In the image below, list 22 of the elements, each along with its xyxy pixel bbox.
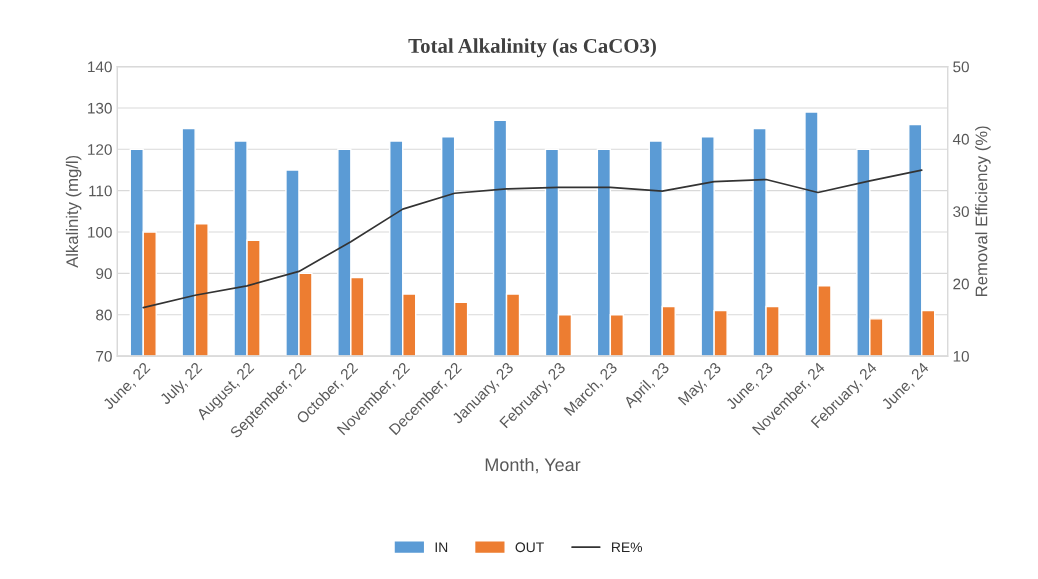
y-tick-label: 130 [88,102,112,114]
y-tick-label: 70 [96,350,112,362]
line-series [142,169,923,309]
legend-label: IN [435,542,448,553]
y-tick-label: 100 [88,226,112,238]
y2-axis-title: Removal Efficiency (%) [975,126,991,296]
x-axis-title: Month, Year [485,457,581,474]
y2-tick-label: 40 [952,133,969,145]
legend-label: RE% [612,542,643,553]
y2-tick-label: 20 [953,278,969,290]
x-tick-label: July, 22 [158,361,205,408]
y-axis-title: Alkalinity (mg/l) [65,155,82,268]
y2-tick-label: 30 [953,206,969,218]
y2-tick-label: 10 [953,350,969,362]
chart-title: Total Alkalinity (as CaCO3) [408,38,656,58]
y-tick-label: 80 [96,309,112,321]
legend-label: OUT [515,542,544,553]
y-tick-label: 110 [89,185,112,197]
y-tick-label: 90 [96,268,112,280]
y2-tick-label: 50 [953,61,969,73]
y-tick-label: 120 [88,144,112,155]
y-tick-label: 140 [88,61,112,73]
